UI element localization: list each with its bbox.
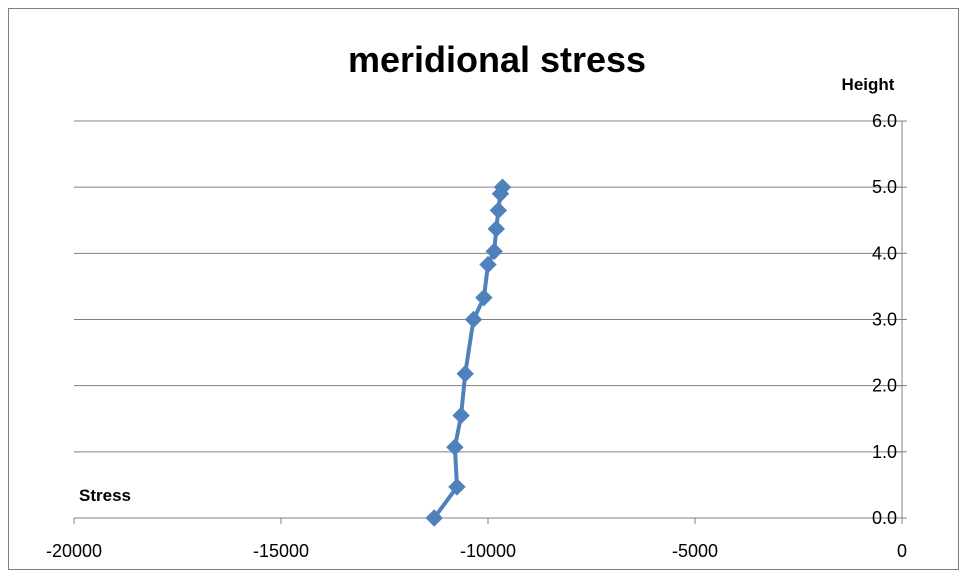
data-point-marker xyxy=(475,288,493,307)
y-tick-label: 0.0 xyxy=(872,508,897,528)
grid-layer xyxy=(74,120,902,453)
axis-layer xyxy=(73,120,907,524)
y-tick-label: 6.0 xyxy=(872,111,897,131)
data-point-marker xyxy=(489,201,508,220)
data-point-marker xyxy=(456,365,474,383)
x-tick-label: 0 xyxy=(897,541,907,561)
data-point-marker xyxy=(493,178,512,196)
data-point-marker xyxy=(425,509,443,527)
chart-title: meridional stress xyxy=(348,39,646,80)
tick-layer: 0.0 1.0 2.0 3.0 4.0 5.0 6.0 -20000 -15000 -10000 -… xyxy=(46,111,907,561)
series-layer xyxy=(425,178,512,527)
y-tick-label: 1.0 xyxy=(872,442,897,462)
y-axis-title: Height xyxy=(842,75,895,94)
y-tick-label: 4.0 xyxy=(872,243,897,263)
y-tick-label: 3.0 xyxy=(872,310,897,330)
series-line xyxy=(432,186,505,520)
x-axis-title: Stress xyxy=(79,486,131,505)
data-point-marker xyxy=(485,242,503,261)
x-tick-label: -15000 xyxy=(253,541,309,561)
data-point-marker xyxy=(487,220,505,238)
data-point-marker xyxy=(479,255,497,274)
y-tick-label: 5.0 xyxy=(872,177,897,197)
x-tick-label: -10000 xyxy=(460,541,516,561)
x-tick-label: -20000 xyxy=(46,541,102,561)
data-point-marker xyxy=(452,406,470,425)
y-tick-label: 2.0 xyxy=(872,376,897,396)
data-point-marker xyxy=(446,438,464,456)
data-point-marker xyxy=(464,310,483,329)
data-point-marker xyxy=(448,478,466,496)
x-tick-label: -5000 xyxy=(672,541,718,561)
